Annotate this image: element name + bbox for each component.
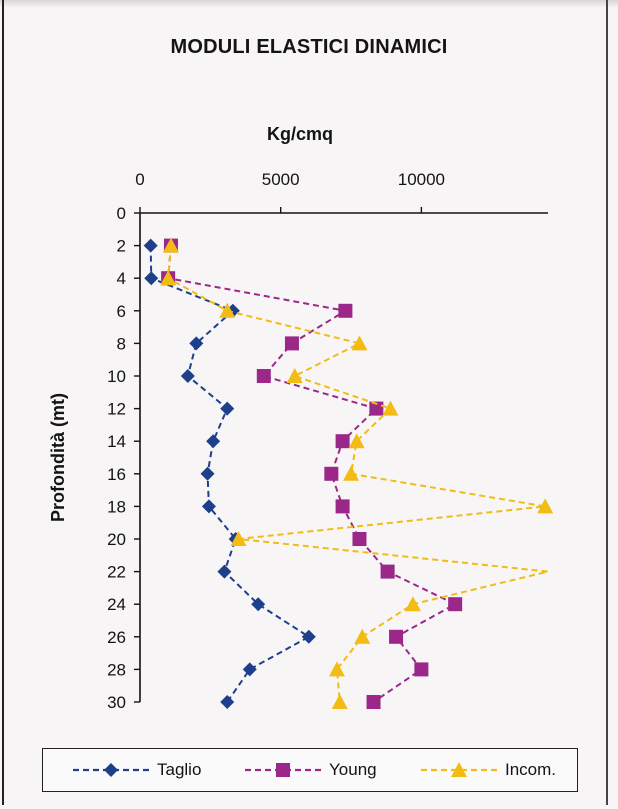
series-line-incom: [167, 245, 549, 703]
point-taglio: [220, 695, 235, 709]
point-young: [324, 466, 339, 481]
point-incom: [286, 368, 303, 383]
point-taglio: [206, 434, 221, 449]
point-taglio: [217, 564, 232, 579]
point-taglio: [201, 499, 216, 514]
point-young: [448, 597, 463, 612]
y-tick-label: 6: [117, 302, 126, 321]
point-young: [284, 336, 299, 351]
legend-label-incom: Incom.: [505, 760, 557, 779]
legend-item-incom: Incom.: [419, 758, 569, 782]
point-taglio: [180, 369, 195, 383]
point-incom: [351, 335, 368, 351]
y-tick-label: 12: [107, 400, 126, 419]
point-taglio: [251, 597, 266, 612]
y-tick-label: 28: [107, 660, 126, 679]
point-incom: [328, 661, 345, 677]
x-axis-label: Kg/cmq: [266, 124, 333, 144]
point-incom: [354, 628, 371, 644]
legend-line-taglio: [73, 763, 149, 777]
y-axis-title: Profondità (mt): [48, 393, 68, 522]
y-tick-label: 2: [117, 237, 126, 256]
point-young: [389, 629, 404, 644]
point-taglio: [144, 271, 159, 286]
x-tick-label: 10000: [398, 170, 445, 189]
x-tick-label: 5000: [262, 170, 300, 189]
point-young: [380, 564, 395, 579]
legend-line-young: [245, 763, 321, 777]
y-tick-label: 30: [107, 693, 126, 712]
point-taglio: [220, 401, 235, 416]
point-incom: [343, 465, 360, 481]
point-young: [256, 369, 271, 383]
page-frame: [2, 0, 608, 805]
point-taglio: [143, 238, 158, 253]
point-incom: [230, 531, 247, 546]
series-line-young: [167, 245, 458, 703]
y-tick-label: 10: [107, 367, 126, 386]
y-tick-label: 26: [107, 628, 126, 647]
x-tick-label: 0: [135, 170, 144, 189]
point-incom: [219, 302, 236, 318]
top-edge: [0, 0, 618, 8]
y-tick-label: 16: [107, 465, 126, 484]
point-taglio: [200, 466, 215, 481]
legend: Taglio Young Incom.: [42, 748, 578, 792]
point-taglio: [242, 662, 257, 677]
y-tick-label: 22: [107, 563, 126, 582]
y-tick-label: 8: [117, 334, 126, 353]
y-tick-label: 0: [117, 204, 126, 223]
y-tick-label: 18: [107, 497, 126, 516]
legend-item-taglio: Taglio: [71, 758, 221, 782]
point-young: [366, 695, 381, 709]
point-incom: [160, 270, 177, 286]
legend-line-incom: [421, 762, 497, 777]
point-young: [335, 434, 350, 449]
point-taglio: [189, 336, 204, 351]
point-incom: [537, 498, 554, 514]
point-young: [335, 499, 350, 514]
point-young: [338, 303, 353, 318]
y-tick-label: 4: [117, 269, 126, 288]
point-young: [414, 662, 429, 677]
point-incom: [162, 237, 179, 253]
legend-label-young: Young: [329, 760, 377, 779]
point-young: [369, 401, 384, 416]
point-incom: [382, 400, 399, 416]
point-taglio: [301, 629, 316, 644]
legend-label-taglio: Taglio: [157, 760, 202, 779]
point-incom: [404, 596, 421, 612]
y-tick-label: 20: [107, 530, 126, 549]
chart-title: MODULI ELASTICI DINAMICI: [170, 36, 448, 58]
legend-item-young: Young: [243, 758, 393, 782]
chart-plot: 0 5000 10000024681012141618202224262830Pro…: [48, 170, 554, 712]
y-tick-label: 24: [107, 595, 126, 614]
y-tick-label: 14: [107, 432, 126, 451]
point-incom: [331, 694, 348, 709]
point-young: [352, 532, 367, 546]
point-incom: [348, 433, 365, 449]
